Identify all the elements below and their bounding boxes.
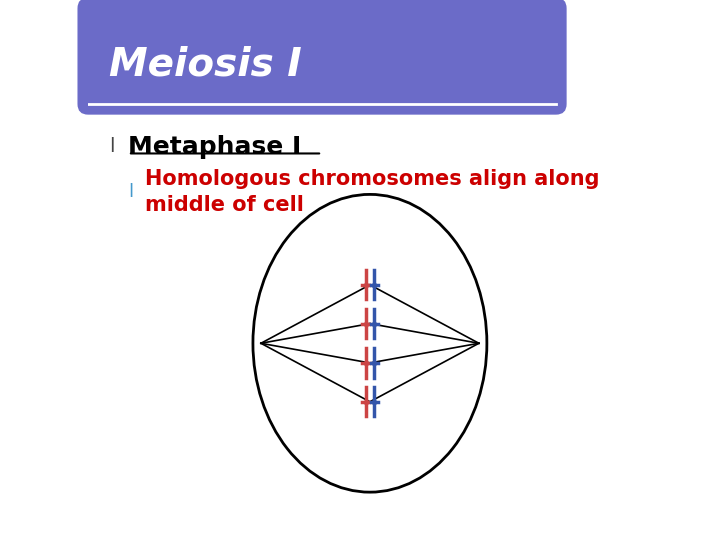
Text: Metaphase I: Metaphase I xyxy=(128,134,301,159)
FancyBboxPatch shape xyxy=(83,3,625,540)
Text: l: l xyxy=(128,183,133,201)
FancyBboxPatch shape xyxy=(78,0,567,114)
Text: Meiosis I: Meiosis I xyxy=(109,45,302,83)
Text: l: l xyxy=(109,137,115,156)
Text: Homologous chromosomes align along
middle of cell: Homologous chromosomes align along middl… xyxy=(145,168,600,215)
